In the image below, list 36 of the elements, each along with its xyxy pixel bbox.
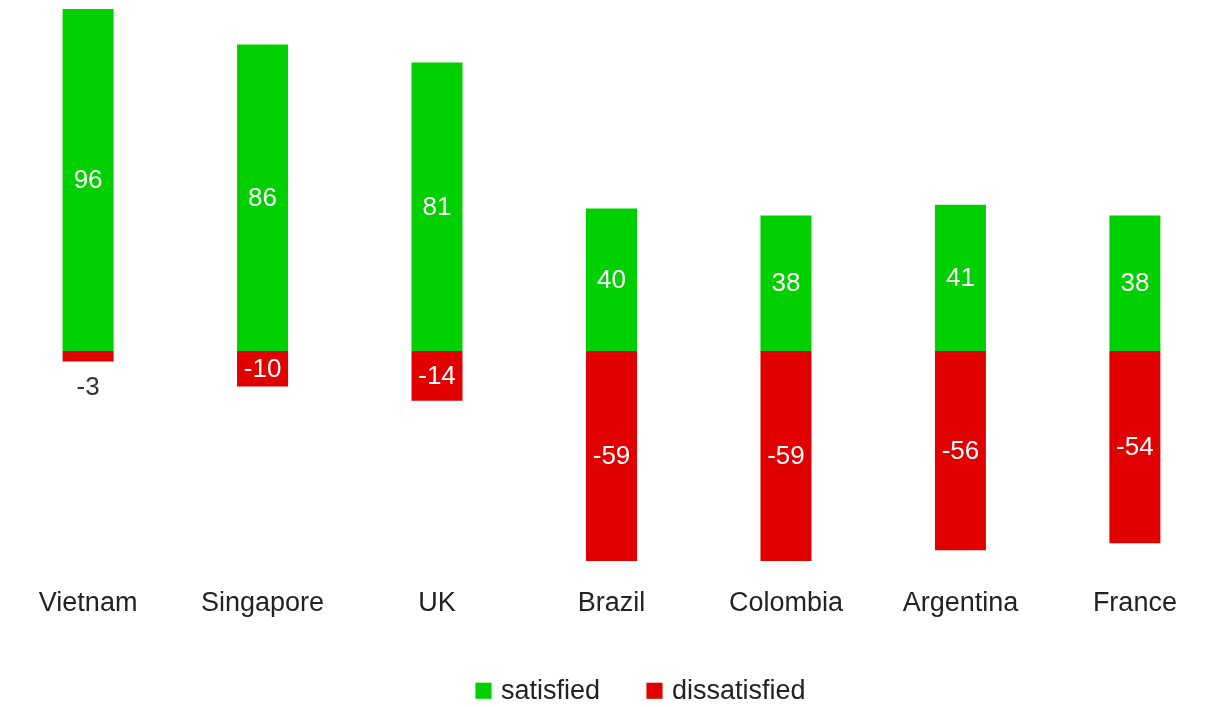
- bar: [62, 9, 114, 351]
- data-label: -59: [767, 439, 805, 470]
- data-label: -3: [76, 370, 100, 401]
- data-label: -56: [941, 434, 980, 465]
- bar: [237, 44, 289, 351]
- bar: [411, 350, 463, 401]
- data-label: 38: [771, 267, 801, 298]
- bar: [1109, 215, 1161, 351]
- data-label: 96: [73, 163, 103, 194]
- x-tick-label: Argentina: [902, 586, 1020, 617]
- bar: [934, 204, 986, 351]
- data-label: 40: [597, 263, 626, 294]
- data-label: -59: [592, 439, 631, 470]
- x-tick-label: Brazil: [577, 586, 646, 617]
- bar: [411, 62, 463, 351]
- data-label: -54: [1116, 431, 1154, 462]
- data-label: -14: [418, 359, 456, 390]
- x-tick-label: Singapore: [201, 586, 325, 617]
- bar: [586, 208, 637, 351]
- data-label: 41: [945, 261, 975, 292]
- bar: [586, 350, 637, 561]
- x-tick-label: Vietnam: [38, 586, 138, 617]
- bar: [62, 350, 114, 362]
- bar: [760, 350, 812, 561]
- legend-label: satisfied: [501, 674, 601, 705]
- data-label: 81: [422, 190, 452, 221]
- x-tick-label: Colombia: [728, 586, 844, 617]
- data-label: -10: [243, 352, 282, 383]
- data-label: 38: [1120, 267, 1150, 298]
- bar: [934, 350, 986, 551]
- x-tick-label: France: [1092, 586, 1177, 617]
- x-tick-label: UK: [418, 586, 456, 617]
- legend-label: dissatisfied: [672, 674, 806, 705]
- bar: [1109, 350, 1161, 544]
- data-label: 86: [248, 181, 278, 212]
- bar: [760, 215, 812, 351]
